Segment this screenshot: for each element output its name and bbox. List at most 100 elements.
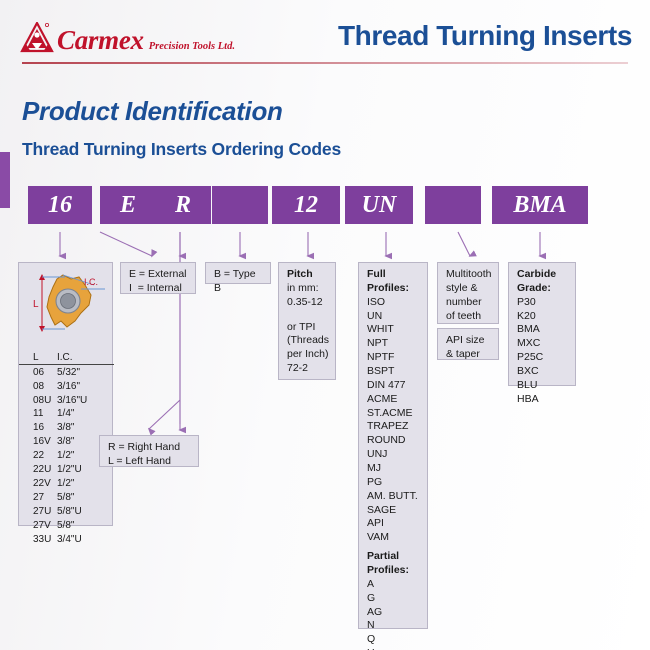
list-item: BMA <box>517 323 540 336</box>
table-cell: 27 <box>33 492 45 504</box>
table-cell: 11 <box>33 408 44 420</box>
carmex-emblem-icon <box>20 22 54 54</box>
pitch-line-4: (Threads <box>287 334 330 347</box>
list-item: MXC <box>517 337 541 350</box>
table-cell: 08U <box>33 394 52 406</box>
multi-line-4: of teeth <box>446 309 482 322</box>
detail-box-pitch: Pitch in mm: 0.35-12 or TPI (Threads per… <box>278 262 336 380</box>
list-item: U <box>367 647 421 650</box>
list-item: P30 <box>517 295 536 308</box>
code-box-multi[interactable] <box>425 186 488 231</box>
table-cell: 5/8" <box>57 492 75 504</box>
code-box-pitch[interactable]: 12 <box>272 186 347 231</box>
table-cell: 33U <box>33 534 52 546</box>
list-item: G <box>367 591 376 604</box>
code-box-ei[interactable]: E <box>100 186 163 231</box>
pitch-line-1: in mm: <box>287 281 319 294</box>
detail-box-api: API size & taper <box>437 328 499 360</box>
grade-heading-2: Grade: <box>517 281 551 294</box>
detail-box-carbide-grade: Carbide Grade: P30 K20 BMA MXC P25C BXC BLU HBA <box>508 262 576 405</box>
detail-box-type: B = Type B <box>205 262 271 294</box>
hand-line-1: R = Right Hand <box>108 441 181 453</box>
list-item: BSPT <box>367 365 395 378</box>
list-item: K20 <box>517 309 536 322</box>
header-divider <box>22 62 628 64</box>
pitch-gap <box>287 310 329 321</box>
partial-profiles-heading-1: Partial <box>367 550 400 563</box>
multi-line-1: Multitooth <box>446 268 492 280</box>
table-cell: 1/2" <box>57 478 75 490</box>
pitch-line-5: per Inch) <box>287 348 329 361</box>
ic-dim-label: I.C. <box>84 277 98 287</box>
size-col-l: L <box>19 351 57 366</box>
list-item: BLU <box>517 378 538 391</box>
code-box-label: 12 <box>294 192 318 218</box>
table-row: 27V 5/8" <box>19 519 114 533</box>
insert-illustration: L I.C. <box>19 263 114 348</box>
detail-box-size: L I.C. L I.C. 06 5/32" 08 3/16" 08U 3/16"U 11 1… <box>18 262 114 545</box>
list-item: WHIT <box>367 323 394 336</box>
code-box-grade[interactable]: BMA <box>492 186 595 231</box>
table-row: 11 1/4" <box>19 407 114 421</box>
list-item: AM. BUTT. <box>367 489 418 502</box>
table-row: 22V 1/2" <box>19 477 114 491</box>
list-item: MJ <box>367 462 381 475</box>
size-col-ic: I.C. <box>57 351 114 366</box>
table-cell: 3/16"U <box>57 394 88 406</box>
table-cell: 06 <box>33 366 45 378</box>
ei-line-2: I = Internal <box>129 281 182 294</box>
left-accent-bar <box>0 152 10 208</box>
code-box-label: UN <box>361 192 397 218</box>
table-row: 22U 1/2"U <box>19 463 114 477</box>
code-box-hand[interactable]: R <box>155 186 218 231</box>
hand-line-2: L = Left Hand <box>108 454 171 467</box>
table-cell: 22V <box>33 478 51 490</box>
table-cell: 1/2"U <box>57 464 82 476</box>
brand-name: Carmex <box>57 25 144 55</box>
table-row: 16V 3/8" <box>19 435 114 449</box>
list-item: DIN 477 <box>367 378 406 391</box>
api-line-2: & taper <box>446 347 480 360</box>
table-cell: 22U <box>33 464 52 476</box>
partial-profiles-heading-2: Profiles: <box>367 564 410 577</box>
list-item: VAM <box>367 531 389 544</box>
table-row: 33U 3/4"U <box>19 533 114 547</box>
detail-box-multitooth: Multitooth style & number of teeth <box>437 262 499 324</box>
table-cell: 3/16" <box>57 380 81 392</box>
pitch-line-6: 72-2 <box>287 362 309 375</box>
table-row: 27 5/8" <box>19 491 114 505</box>
code-box-size[interactable]: 16 <box>28 186 99 231</box>
full-profiles-heading-1: Full <box>367 268 386 280</box>
list-item: PG <box>367 475 383 488</box>
table-cell: 1/2" <box>57 450 75 462</box>
code-box-profile[interactable]: UN <box>345 186 420 231</box>
api-line-1: API size <box>446 334 485 346</box>
detail-box-hand: R = Right Hand L = Left Hand <box>99 435 199 467</box>
multi-line-2: style & <box>446 281 478 294</box>
header-title: Thread Turning Inserts <box>337 20 632 51</box>
carmex-logo: Carmex Precision Tools Ltd. <box>20 22 235 54</box>
code-box-type[interactable] <box>212 186 275 231</box>
list-item: BXC <box>517 365 539 378</box>
svg-text:L: L <box>33 299 39 310</box>
list-item: ISO <box>367 295 386 308</box>
pitch-line-2: 0.35-12 <box>287 295 323 308</box>
table-row: 08U 3/16"U <box>19 393 114 407</box>
table-cell: 16 <box>33 422 45 434</box>
list-item: ST.ACME <box>367 406 413 419</box>
type-line-1: B = Type B <box>214 268 256 294</box>
page-title: Product Identification <box>22 96 283 126</box>
list-item: Q <box>367 633 376 646</box>
list-item: NPTF <box>367 351 395 364</box>
ei-line-1: E = External <box>129 268 187 280</box>
full-profiles-list: ISO UN WHIT NPT NPTF BSPT DIN 477 ACME ST.ACME TR… <box>367 296 421 545</box>
table-cell: 5/32" <box>57 366 81 378</box>
list-item: AG <box>367 605 383 618</box>
page-header: Carmex Precision Tools Ltd. Thread Turni… <box>0 0 650 68</box>
table-cell: 5/8" <box>57 520 75 532</box>
list-item: SAGE <box>367 503 397 516</box>
table-cell: 27U <box>33 506 52 518</box>
grade-list: P30 K20 BMA MXC P25C BXC BLU HBA <box>517 296 569 407</box>
table-cell: 16V <box>33 436 51 448</box>
